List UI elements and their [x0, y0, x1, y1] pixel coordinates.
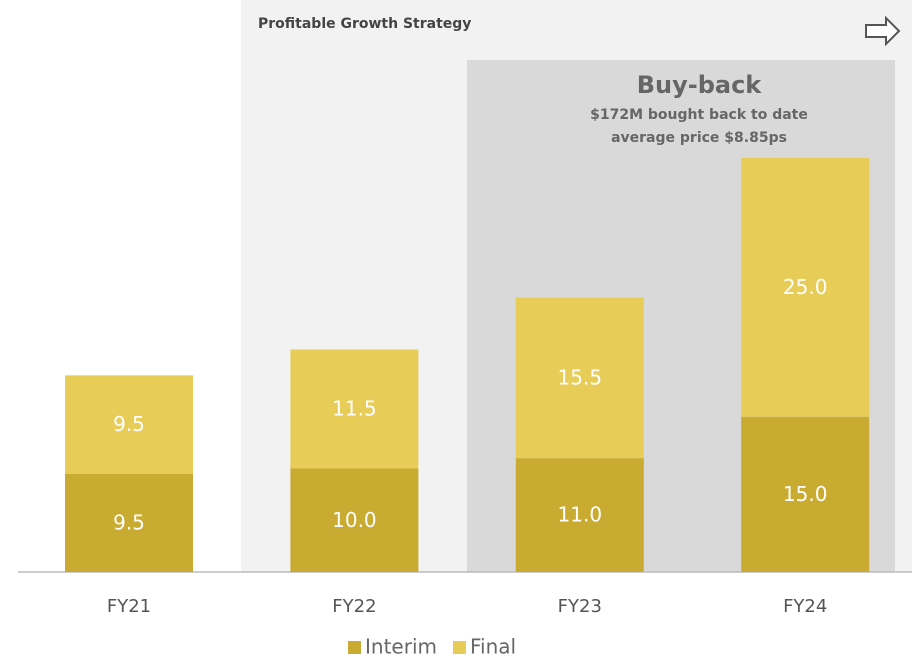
buyback-title: Buy-back [637, 71, 763, 99]
x-tick-label: FY22 [332, 596, 376, 617]
arrow-icon [865, 15, 901, 47]
value-label: 9.5 [113, 412, 145, 436]
legend-label: Interim [365, 635, 437, 659]
value-label: 25.0 [783, 275, 828, 299]
value-label: 9.5 [113, 510, 145, 534]
bar-segment [515, 297, 644, 459]
bar-segment [741, 416, 870, 572]
value-label: 10.0 [332, 508, 377, 532]
bar-segment [290, 349, 419, 469]
bar-segment [65, 375, 193, 474]
x-tick-label: FY23 [558, 596, 602, 617]
bar-segment [515, 458, 644, 572]
bar-segment [290, 468, 419, 572]
value-label: 11.0 [558, 503, 603, 527]
bar-segment [741, 158, 870, 417]
bar-segment [65, 473, 193, 572]
x-tick-label: FY24 [783, 596, 827, 617]
buyback-subtitle: average price $8.85ps [611, 130, 787, 146]
value-label: 11.5 [332, 396, 377, 420]
value-label: 15.5 [558, 365, 603, 389]
legend-swatch [452, 641, 466, 654]
legend-swatch [348, 641, 361, 654]
value-label: 15.0 [783, 482, 828, 506]
x-tick-label: FY21 [107, 596, 151, 617]
legend-label: Final [470, 635, 516, 659]
panel-title: Profitable Growth Strategy [258, 16, 471, 32]
buyback-subtitle: $172M bought back to date [590, 107, 808, 123]
